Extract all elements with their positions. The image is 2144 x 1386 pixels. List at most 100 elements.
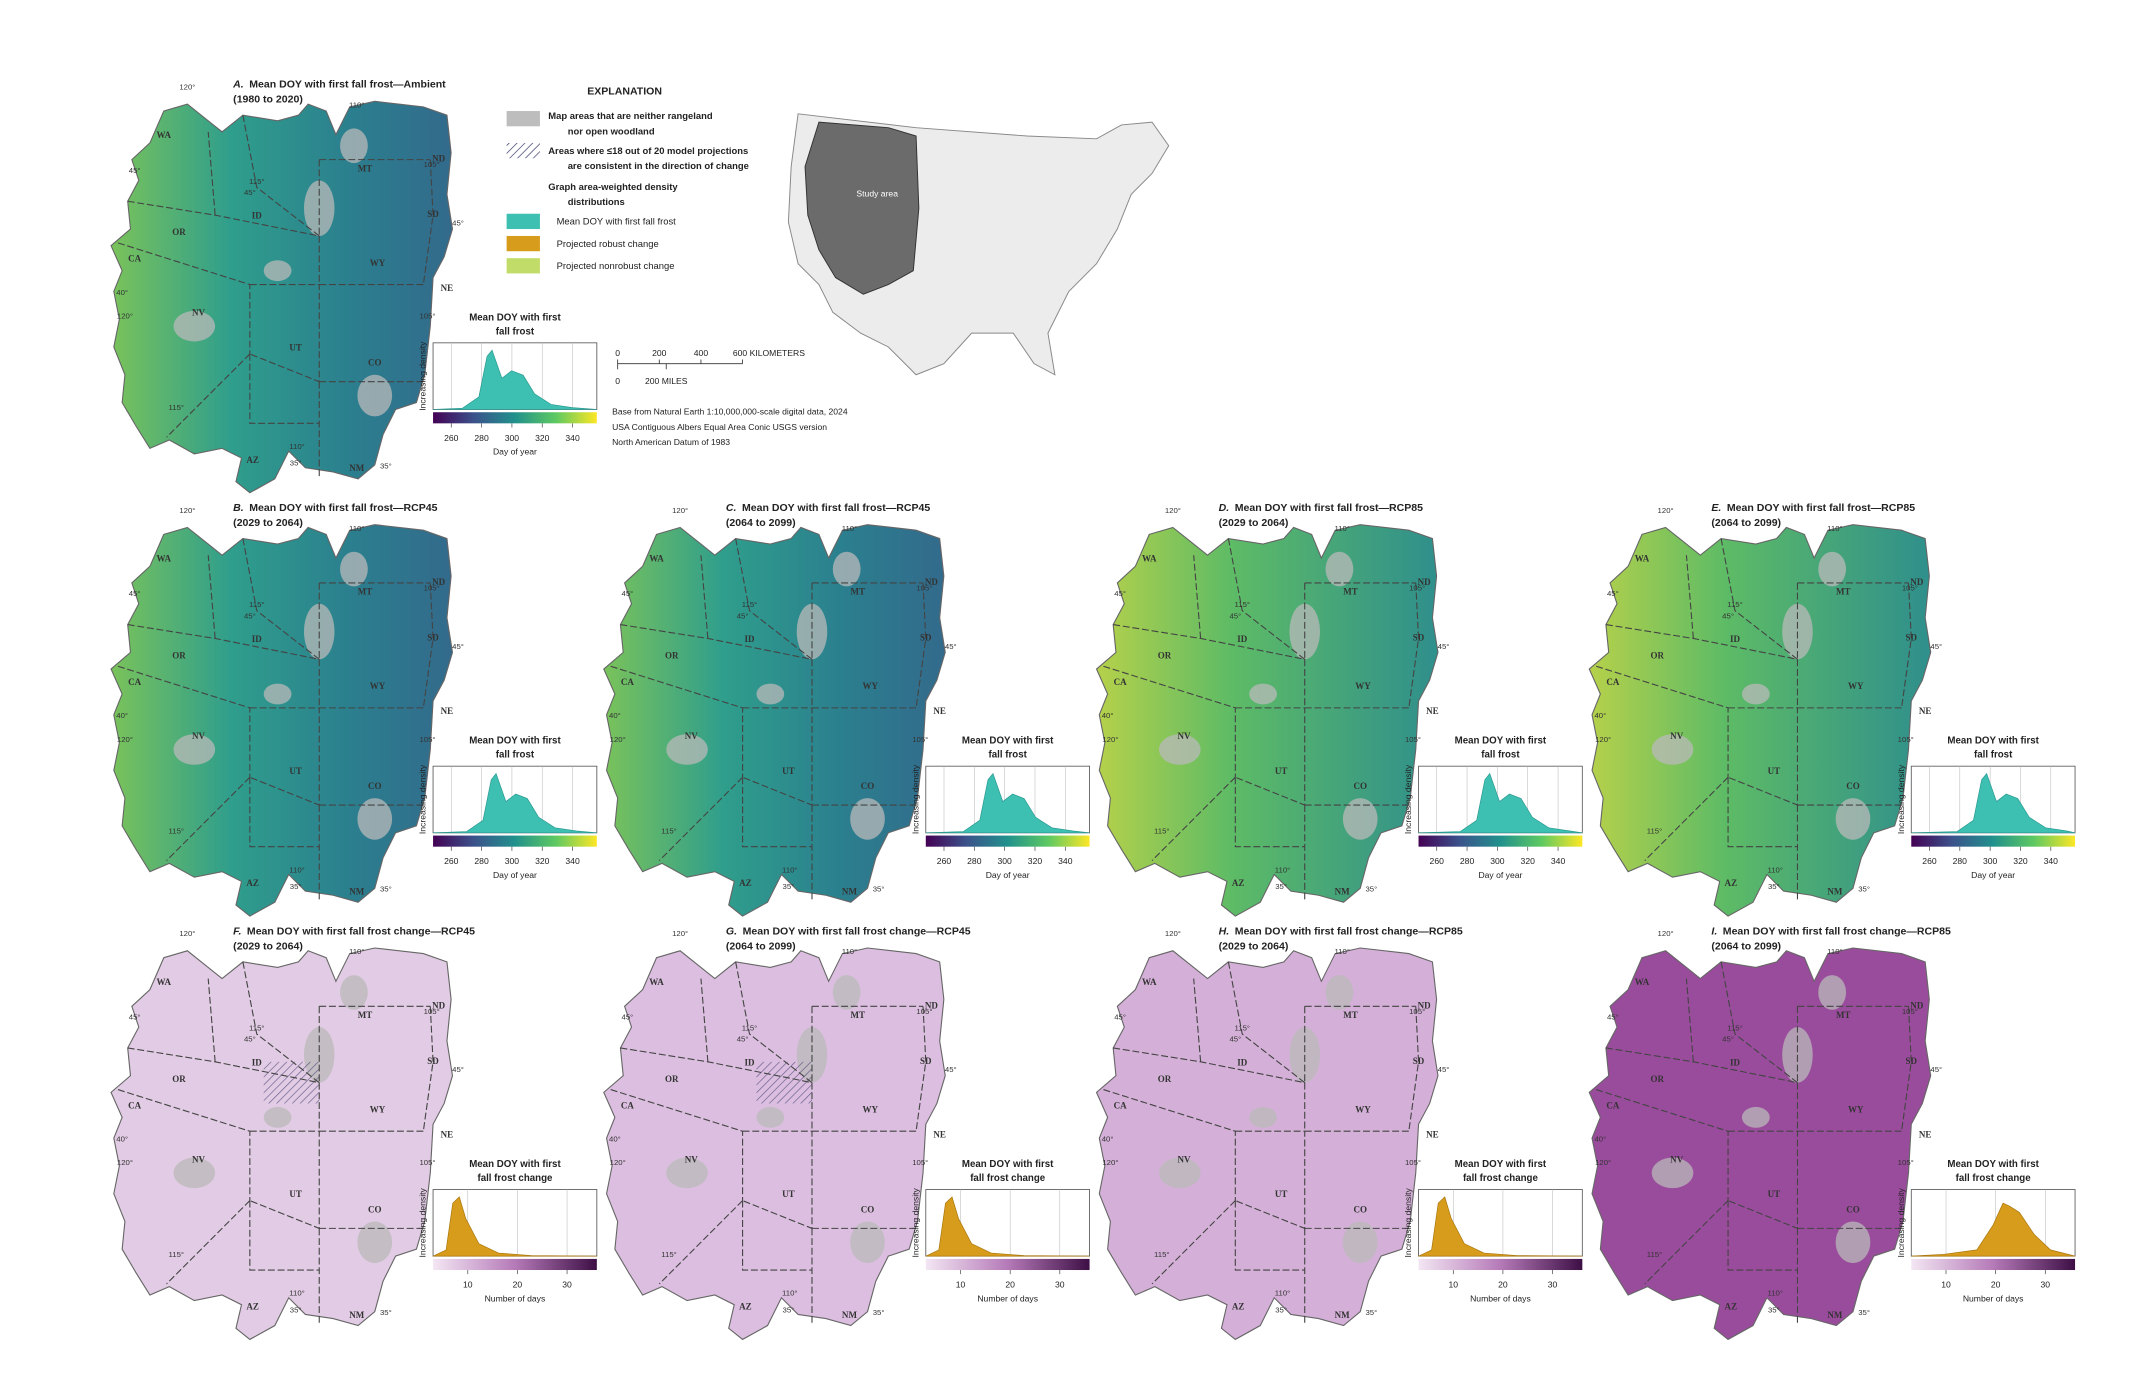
state-label: WY xyxy=(370,1104,386,1114)
graticule-label: 120° xyxy=(117,312,133,321)
graticule-label: 110° xyxy=(1334,524,1350,533)
graticule-label: 105° xyxy=(912,735,928,744)
state-boundary xyxy=(1901,582,1912,708)
state-label: ND xyxy=(1910,577,1924,587)
state-boundary xyxy=(1234,1200,1305,1271)
graticule-label: 120° xyxy=(1658,506,1674,515)
map-panel: WA OR ID MT ND SD WY NE CA NV UT CO AZ NM 120° 110° 45° 1… xyxy=(603,925,1090,1341)
graticule-label: 105° xyxy=(419,735,435,744)
x-tick-label: 260 xyxy=(444,856,459,866)
state-label: WA xyxy=(649,977,664,987)
state-label: NE xyxy=(1919,706,1932,716)
credit-line: North American Datum of 1983 xyxy=(612,437,730,447)
graticule-label: 45° xyxy=(1930,1065,1942,1074)
x-tick-label: 280 xyxy=(967,856,982,866)
state-label: CA xyxy=(1606,1100,1620,1110)
graticule-label: 35° xyxy=(783,1305,795,1314)
panel-title-text: Mean DOY with first fall frost change—RC… xyxy=(743,925,971,937)
state-label: AZ xyxy=(246,878,259,888)
graticule-label: 115° xyxy=(169,403,185,412)
graticule-label: 115° xyxy=(1647,1250,1663,1259)
state-label: SD xyxy=(1413,633,1425,643)
density-curve xyxy=(1418,1196,1583,1257)
state-label: OR xyxy=(1651,651,1665,661)
state-boundary xyxy=(1720,538,1798,660)
graticule-label: 35° xyxy=(290,1305,302,1314)
legend-label: Mean DOY with first fall frost xyxy=(557,216,677,227)
state-label: ND xyxy=(1418,577,1432,587)
state-label: CO xyxy=(1353,1204,1367,1214)
state-label: OR xyxy=(665,1074,679,1084)
state-label: ID xyxy=(1730,634,1741,644)
graticule-label: 45° xyxy=(1607,1012,1619,1021)
x-tick-label: 30 xyxy=(1055,1280,1065,1290)
x-axis-label: Day of year xyxy=(986,870,1030,880)
density-curve xyxy=(432,1196,597,1257)
panel-letter: H. xyxy=(1219,925,1230,937)
graticule-label: 35° xyxy=(1275,882,1287,891)
non-rangeland-area xyxy=(1158,734,1201,765)
graticule-label: 115° xyxy=(742,1024,757,1033)
graticule-label: 35° xyxy=(1858,885,1870,894)
non-rangeland-area xyxy=(263,260,292,282)
state-label: WY xyxy=(1355,681,1371,691)
state-label: NE xyxy=(933,706,946,716)
state-label: CA xyxy=(621,1100,635,1110)
scale-label: 200 xyxy=(652,348,667,358)
state-label: MT xyxy=(1343,587,1358,597)
graticule-label: 35° xyxy=(290,459,302,468)
state-label: OR xyxy=(172,1074,186,1084)
y-axis-label: Increasing density xyxy=(910,1187,920,1257)
graticule-label: 110° xyxy=(1768,1289,1784,1298)
state-label: WY xyxy=(370,681,386,691)
state-label: UT xyxy=(289,342,302,352)
study-area-inset xyxy=(804,121,920,295)
x-tick-label: 260 xyxy=(937,856,952,866)
graticule-label: 110° xyxy=(1827,947,1843,956)
state-label: ND xyxy=(1910,1000,1924,1010)
state-boundary xyxy=(249,1130,320,1230)
state-boundary xyxy=(166,1200,251,1285)
non-rangeland-area xyxy=(1651,1157,1694,1189)
state-boundary xyxy=(915,582,927,708)
graticule-label: 115° xyxy=(249,177,265,186)
panel-title-text: Mean DOY with first fall frost change—RC… xyxy=(1723,925,1951,937)
panel-period: (2064 to 2099) xyxy=(726,517,796,529)
scale-label: 0 xyxy=(615,348,620,358)
non-rangeland-area xyxy=(1835,798,1871,840)
state-label: WA xyxy=(157,977,172,987)
inconsistent-area xyxy=(756,1061,812,1104)
x-tick-label: 10 xyxy=(1448,1280,1458,1290)
state-label: MT xyxy=(1836,587,1851,597)
graticule-label: 45° xyxy=(1229,611,1241,620)
graticule-label: 105° xyxy=(1902,1007,1918,1016)
graticule-label: 45° xyxy=(1438,1065,1450,1074)
state-label: ND xyxy=(432,1000,446,1010)
state-boundary xyxy=(700,978,709,1062)
graph-title: Mean DOY with first xyxy=(962,736,1054,747)
state-label: CO xyxy=(1353,781,1367,791)
x-axis-label: Number of days xyxy=(1470,1293,1531,1303)
graph-title: fall frost change xyxy=(477,1173,553,1184)
graph-title: Mean DOY with first xyxy=(1947,1159,2039,1170)
x-tick-label: 10 xyxy=(956,1280,966,1290)
state-label: ID xyxy=(1237,634,1248,644)
state-label: NE xyxy=(1919,1129,1932,1139)
state-boundary xyxy=(742,1200,812,1271)
graticule-label: 35° xyxy=(1275,1305,1287,1314)
state-label: CO xyxy=(368,358,382,368)
state-label: MT xyxy=(1343,1010,1358,1020)
graticule-label: 105° xyxy=(1898,1158,1914,1167)
state-label: MT xyxy=(358,1010,373,1020)
graticule-label: 110° xyxy=(349,101,365,110)
non-rangeland-area xyxy=(357,1221,393,1264)
state-label: ND xyxy=(1418,1000,1432,1010)
state-label: UT xyxy=(1768,1189,1781,1199)
state-boundary xyxy=(1113,1047,1305,1084)
state-boundary xyxy=(166,353,251,438)
graticule-label: 110° xyxy=(1334,947,1350,956)
non-rangeland-area xyxy=(340,128,368,164)
state-label: NV xyxy=(1177,1154,1191,1164)
state-label: CA xyxy=(1114,1100,1128,1110)
non-rangeland-area xyxy=(1342,798,1378,840)
